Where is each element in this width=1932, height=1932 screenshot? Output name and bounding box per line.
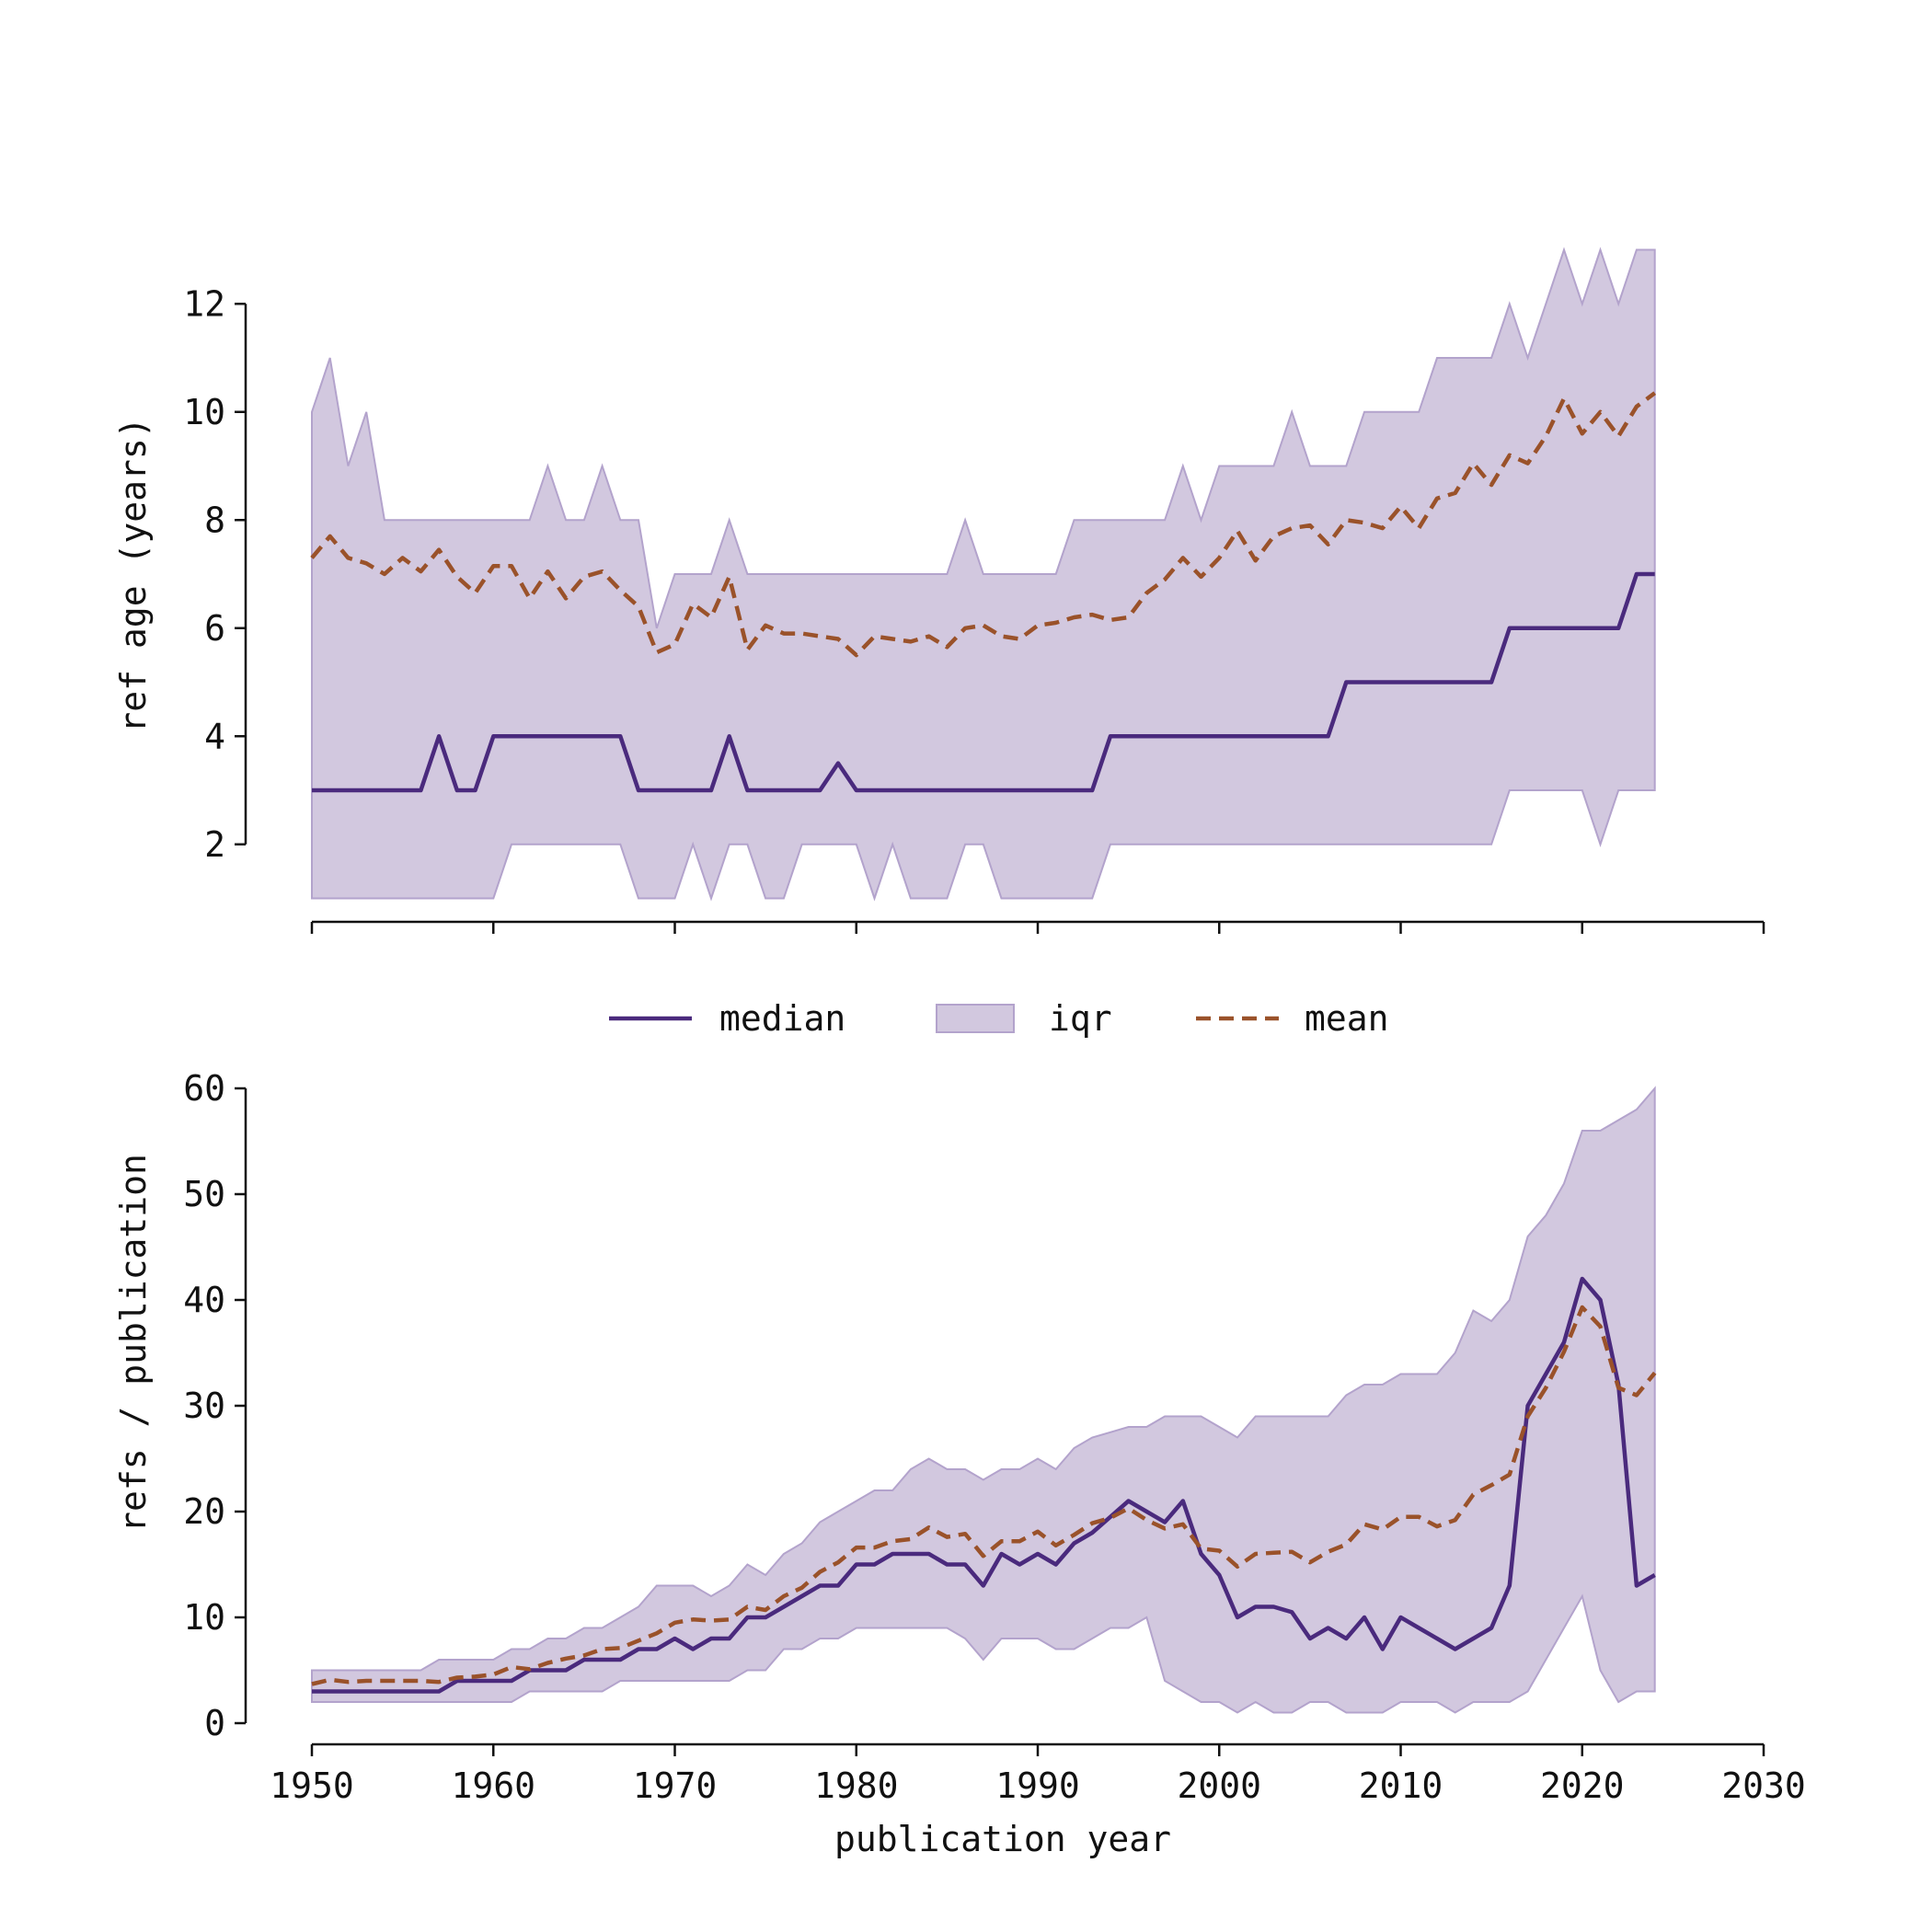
ref-age-plot-area bbox=[310, 247, 1657, 902]
legend-median-label: median bbox=[719, 998, 845, 1039]
legend-iqr-label: iqr bbox=[1049, 998, 1112, 1039]
refs-x-tick-label: 2030 bbox=[1721, 1765, 1806, 1806]
ref-age-y-tick-label: 8 bbox=[204, 500, 225, 540]
ref-age-y-tick-label: 10 bbox=[183, 392, 225, 432]
refs-y-tick-label: 60 bbox=[183, 1068, 225, 1109]
refs-y-tick-label: 20 bbox=[183, 1491, 225, 1532]
ref-age-axes: 2 4 6 8 10 12 bbox=[183, 283, 1765, 934]
ref-age-mean-line bbox=[310, 391, 1657, 658]
refs-median-line bbox=[312, 1276, 1656, 1694]
ref-age-y-tick-label: 12 bbox=[183, 283, 225, 324]
refs-x-tick-label: 1960 bbox=[451, 1765, 535, 1806]
refs-x-tick-label: 1970 bbox=[633, 1765, 718, 1806]
refs-y-axis-label: refs / publication bbox=[113, 1154, 154, 1533]
refs-y-tick-label: 30 bbox=[183, 1386, 225, 1426]
refs-plot-area bbox=[311, 1086, 1657, 1714]
ref-age-y-tick-label: 6 bbox=[204, 608, 225, 649]
refs-x-tick-label: 2000 bbox=[1177, 1765, 1261, 1806]
refs-x-tick-label: 1950 bbox=[270, 1765, 354, 1806]
ref-age-median-line bbox=[312, 571, 1655, 793]
ref-age-y-axis-label: ref age (years) bbox=[113, 417, 154, 732]
legend-mean-label: mean bbox=[1305, 998, 1389, 1039]
refs-x-tick-label: 2020 bbox=[1540, 1765, 1625, 1806]
x-axis-label: publication year bbox=[834, 1819, 1171, 1859]
legend-iqr-swatch bbox=[936, 1004, 1015, 1033]
refs-y-tick-label: 10 bbox=[183, 1597, 225, 1638]
legend: median iqr mean bbox=[609, 998, 1389, 1039]
refs-y-tick-label: 50 bbox=[183, 1174, 225, 1214]
refs-mean-line bbox=[311, 1305, 1657, 1686]
refs-y-tick-label: 0 bbox=[204, 1703, 225, 1743]
ref-age-panel: 2 4 6 8 10 12 ref age (years) bbox=[113, 247, 1765, 934]
refs-x-tick-label: 2010 bbox=[1359, 1765, 1443, 1806]
refs-x-tick-label: 1990 bbox=[995, 1765, 1080, 1806]
ref-age-y-tick-label: 2 bbox=[204, 824, 225, 865]
ref-age-y-tick-label: 4 bbox=[204, 716, 225, 756]
refs-x-tick-label: 1980 bbox=[814, 1765, 899, 1806]
refs-y-tick-label: 40 bbox=[183, 1280, 225, 1320]
